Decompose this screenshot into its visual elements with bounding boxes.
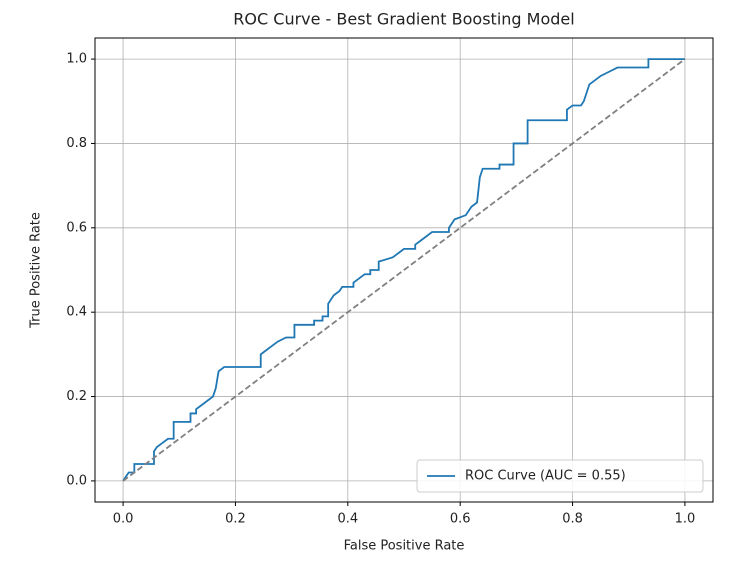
legend-label: ROC Curve (AUC = 0.55): [465, 469, 626, 484]
y-tick-label: 0.0: [66, 473, 87, 488]
x-tick-label: 0.0: [113, 512, 134, 527]
legend-box: [416, 459, 704, 493]
plot-frame: [94, 37, 714, 503]
y-tick-label: 0.2: [66, 389, 87, 404]
x-tick-label: 1.0: [675, 512, 696, 527]
x-tick-label: 0.6: [450, 512, 471, 527]
line-series: [122, 58, 686, 482]
x-tick-label: 0.2: [225, 512, 246, 527]
y-tick-label: 1.0: [66, 52, 87, 67]
line-series: [122, 58, 685, 482]
x-tick-label: 0.4: [337, 512, 358, 527]
chart-title: ROC Curve - Best Gradient Boosting Model: [233, 10, 574, 29]
y-tick-label: 0.4: [66, 305, 87, 320]
y-tick-label: 0.8: [66, 136, 87, 151]
y-axis-label: True Positive Rate: [29, 212, 44, 329]
x-axis-label: False Positive Rate: [344, 539, 465, 554]
x-tick-label: 0.8: [562, 512, 583, 527]
y-tick-label: 0.6: [66, 220, 87, 235]
